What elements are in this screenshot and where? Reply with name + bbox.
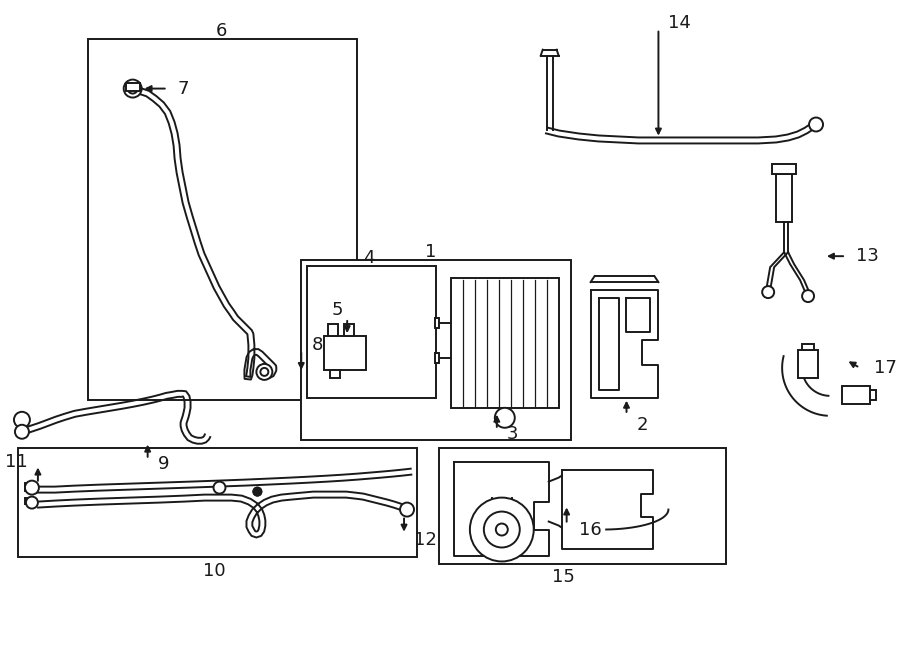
Circle shape <box>802 290 814 302</box>
Bar <box>870 390 876 400</box>
Bar <box>328 324 338 336</box>
Text: 4: 4 <box>364 249 375 267</box>
Bar <box>402 504 407 512</box>
Text: 2: 2 <box>636 416 648 434</box>
Bar <box>344 324 355 336</box>
Circle shape <box>496 524 508 535</box>
Text: 14: 14 <box>669 14 691 32</box>
Circle shape <box>128 83 138 94</box>
Text: 17: 17 <box>874 359 896 377</box>
Bar <box>18 447 417 557</box>
Circle shape <box>213 482 226 494</box>
Bar <box>25 498 30 504</box>
Text: 15: 15 <box>553 568 575 586</box>
Bar <box>25 483 30 490</box>
Bar <box>330 370 340 378</box>
Bar <box>776 175 792 222</box>
Bar <box>439 447 726 564</box>
Circle shape <box>484 512 520 547</box>
Circle shape <box>25 481 39 494</box>
Bar <box>302 260 571 440</box>
Circle shape <box>254 488 261 496</box>
Bar <box>88 39 357 400</box>
Bar <box>435 353 439 363</box>
Text: 7: 7 <box>177 79 189 98</box>
Bar <box>126 83 140 91</box>
Bar <box>772 165 796 175</box>
Text: 5: 5 <box>331 301 343 319</box>
Circle shape <box>260 368 268 376</box>
Circle shape <box>254 488 261 496</box>
Bar <box>435 318 439 328</box>
Circle shape <box>762 286 774 298</box>
Text: 1: 1 <box>426 243 436 261</box>
Circle shape <box>256 364 273 380</box>
Text: 9: 9 <box>158 455 169 473</box>
Circle shape <box>15 425 29 439</box>
Bar <box>307 266 436 398</box>
Text: 13: 13 <box>856 247 878 265</box>
Text: 8: 8 <box>311 336 322 354</box>
Bar <box>798 350 818 378</box>
Text: 6: 6 <box>216 22 227 40</box>
Bar <box>451 278 559 408</box>
Bar <box>802 344 814 350</box>
Circle shape <box>809 118 823 132</box>
Text: 11: 11 <box>5 453 28 471</box>
Text: 16: 16 <box>579 520 601 539</box>
Circle shape <box>14 412 30 428</box>
Text: 3: 3 <box>507 425 518 443</box>
Circle shape <box>470 498 534 561</box>
Text: 10: 10 <box>203 563 226 580</box>
Bar <box>324 336 366 370</box>
Bar <box>842 386 870 404</box>
Text: 12: 12 <box>414 531 436 549</box>
Circle shape <box>123 79 141 98</box>
Circle shape <box>495 408 515 428</box>
Circle shape <box>400 502 414 516</box>
Circle shape <box>26 496 38 508</box>
